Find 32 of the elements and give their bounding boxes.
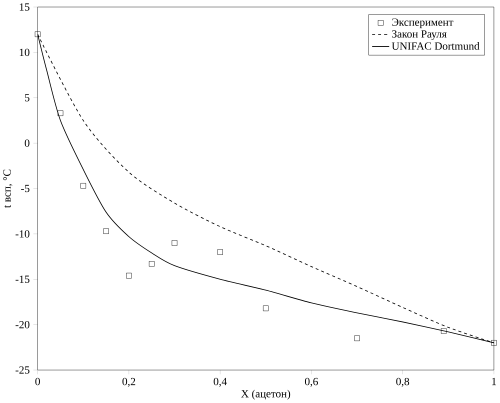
y-axis-title: t всп, °C bbox=[3, 170, 12, 208]
x-axis-title: X (ацетон) bbox=[241, 390, 290, 400]
legend-label: Эксперимент bbox=[392, 18, 454, 28]
y-tick-label: 10 bbox=[20, 48, 30, 56]
legend-label: UNIFAC Dortmund bbox=[392, 42, 480, 50]
x-tick-label: 0,2 bbox=[122, 378, 136, 387]
point bbox=[103, 228, 109, 234]
y-tick-label: 15 bbox=[20, 3, 30, 11]
y-tick-label: -10 bbox=[16, 230, 30, 238]
point bbox=[34, 31, 40, 38]
x-tick-label: 0,4 bbox=[214, 378, 227, 387]
x-tick-label: 0,8 bbox=[396, 378, 410, 387]
point bbox=[491, 340, 497, 346]
y-tick-label: 5 bbox=[24, 94, 30, 102]
point bbox=[172, 240, 178, 246]
y-tick-label: -20 bbox=[16, 320, 30, 328]
point bbox=[354, 335, 360, 342]
point bbox=[80, 183, 86, 189]
point bbox=[217, 249, 223, 255]
legend-label: Закон Рауля bbox=[392, 30, 447, 40]
x-tick-label: 0 bbox=[35, 378, 40, 386]
point bbox=[58, 110, 64, 116]
point bbox=[148, 261, 155, 267]
point bbox=[126, 272, 132, 278]
point bbox=[262, 306, 269, 312]
y-tick-label: -5 bbox=[21, 184, 30, 192]
point bbox=[440, 328, 447, 334]
x-tick-label: 0,6 bbox=[304, 378, 318, 387]
y-tick-label: 0 bbox=[24, 139, 30, 147]
y-tick-label: -15 bbox=[16, 276, 30, 283]
y-tick-label: -25 bbox=[16, 366, 30, 374]
x-tick-label: 1 bbox=[492, 378, 496, 386]
